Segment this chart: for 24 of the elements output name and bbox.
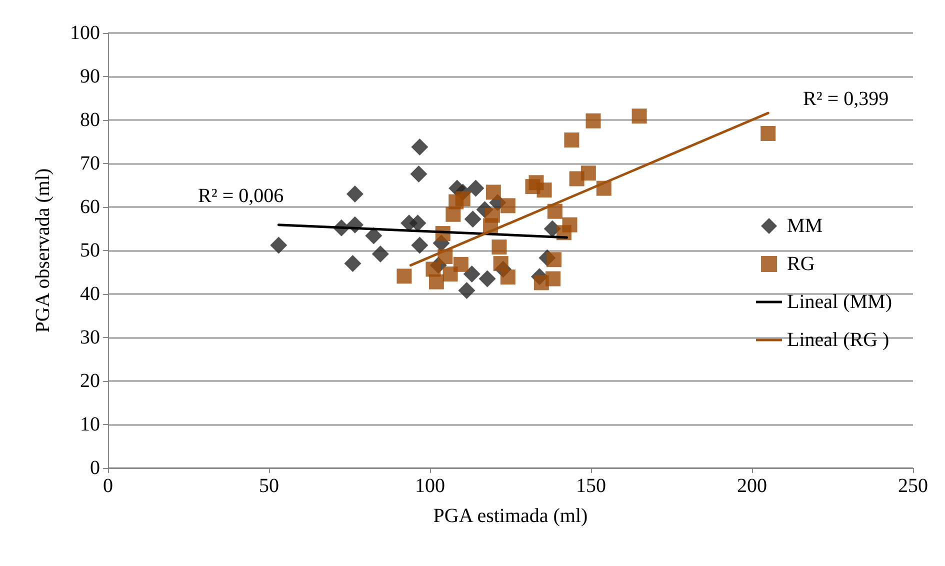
- legend-label: RG: [787, 253, 815, 275]
- y-tick-label: 0: [90, 457, 100, 479]
- x-tick-label: 50: [259, 475, 279, 497]
- y-tick-label: 100: [70, 22, 100, 44]
- y-tick-label: 70: [80, 152, 100, 174]
- y-axis-title: PGA observada (ml): [32, 168, 54, 333]
- x-tick-label: 100: [415, 475, 445, 497]
- y-tick-label: 50: [80, 240, 100, 262]
- x-tick-label: 150: [576, 475, 606, 497]
- x-axis-title: PGA estimada (ml): [433, 505, 588, 527]
- legend-label: Lineal (MM): [787, 291, 892, 313]
- legend-label: Lineal (RG ): [787, 329, 890, 351]
- x-tick-label: 200: [737, 475, 767, 497]
- y-tick-label: 10: [80, 414, 100, 436]
- annotation: R² = 0,006: [198, 185, 284, 207]
- y-tick-label: 30: [80, 326, 100, 348]
- y-tick-label: 20: [80, 370, 100, 392]
- annotation: R² = 0,399: [803, 88, 889, 110]
- y-tick-label: 60: [80, 196, 100, 218]
- x-tick-label: 250: [898, 475, 928, 497]
- y-tick-label: 40: [80, 283, 100, 305]
- y-tick-label: 90: [80, 66, 100, 88]
- legend-label: MM: [787, 215, 823, 237]
- y-tick-label: 80: [80, 109, 100, 131]
